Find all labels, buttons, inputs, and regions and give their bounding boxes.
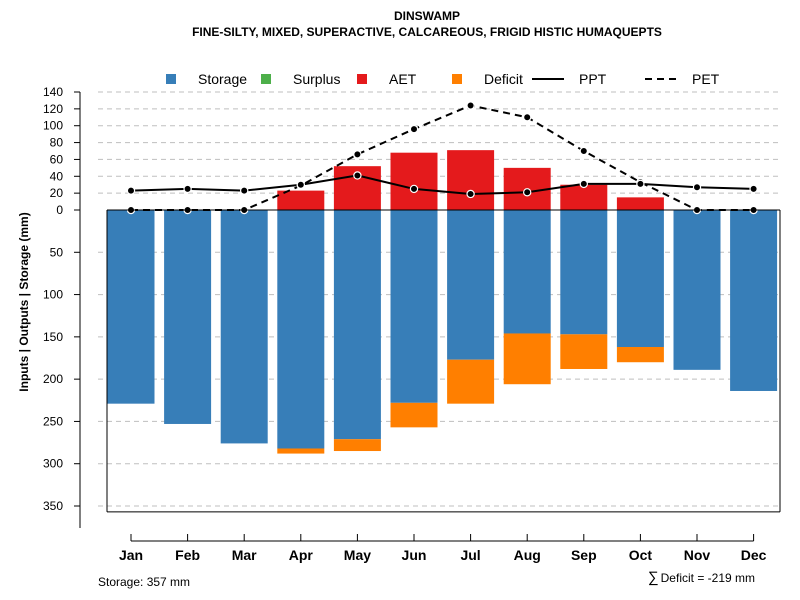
ppt-point: [579, 179, 589, 189]
legend-swatch-aet: [357, 74, 367, 84]
legend-label-aet: AET: [389, 71, 417, 87]
storage-footer: Storage: 357 mm: [98, 575, 190, 589]
legend: Storage Surplus AET Deficit PPT PET: [166, 71, 720, 87]
y-axis-label: Inputs | Outputs | Storage (mm): [17, 212, 31, 391]
ppt-point: [466, 189, 475, 199]
y-tick-label: 150: [43, 330, 63, 344]
legend-label-deficit: Deficit: [484, 71, 523, 87]
deficit-footer-text: Deficit = -219 mm: [661, 571, 755, 585]
ppt-point: [409, 184, 419, 194]
aet-bar: [390, 152, 438, 210]
deficit-bar: [616, 347, 664, 363]
pet-point: [466, 101, 475, 110]
aet-bar: [560, 184, 608, 210]
deficit-footer: ∑ Deficit = -219 mm: [648, 569, 755, 586]
x-tick-label: Mar: [232, 547, 257, 563]
legend-label-pet: PET: [692, 71, 720, 87]
y-tick-label: 0: [56, 203, 63, 217]
x-tick-label: Oct: [629, 547, 653, 563]
x-tick-label: Jul: [460, 547, 480, 563]
x-tick-label: Apr: [289, 547, 314, 563]
y-tick-label: 140: [43, 85, 63, 99]
legend-swatch-surplus: [261, 74, 271, 84]
ppt-point: [183, 184, 192, 194]
y-tick-label: 20: [50, 186, 64, 200]
y-tick-label: 100: [43, 288, 63, 302]
chart-subtitle: FINE-SILTY, MIXED, SUPERACTIVE, CALCAREO…: [192, 25, 662, 39]
deficit-bar: [390, 402, 438, 428]
lines: [126, 101, 758, 215]
aet-bar: [277, 190, 325, 210]
ppt-point: [239, 186, 249, 195]
x-tick-label: Sep: [571, 547, 597, 563]
x-tick-label: Aug: [514, 547, 541, 563]
pet-line: [131, 104, 754, 211]
x-tick-label: Jun: [402, 547, 427, 563]
y-tick-label: 40: [50, 169, 64, 183]
legend-swatch-deficit: [452, 74, 462, 84]
storage-bar: [673, 210, 721, 370]
storage-bar: [107, 210, 155, 404]
deficit-bar: [277, 448, 325, 454]
y-tick-label: 50: [50, 245, 64, 259]
x-tick-label: Nov: [684, 547, 711, 563]
legend-label-ppt: PPT: [579, 71, 607, 87]
x-tick-label: May: [344, 547, 371, 563]
storage-bar: [730, 210, 778, 391]
y-tick-label: 120: [43, 102, 63, 116]
legend-swatch-storage: [166, 74, 176, 84]
ppt-point: [692, 183, 702, 192]
legend-label-storage: Storage: [198, 71, 247, 87]
y-tick-label: 300: [43, 457, 63, 471]
chart-title: DINSWAMP: [394, 9, 460, 23]
ppt-point: [749, 184, 758, 194]
ppt-line: [130, 174, 754, 195]
y-tick-label: 200: [43, 372, 63, 386]
ppt-point: [126, 186, 136, 195]
storage-bar: [220, 210, 268, 444]
aet-bar: [616, 197, 664, 210]
y-tick-label: 60: [50, 152, 64, 166]
legend-label-surplus: Surplus: [293, 71, 340, 87]
y-tick-label: 100: [43, 119, 63, 133]
pet-point: [409, 124, 419, 134]
storage-bar: [616, 210, 664, 348]
bars: [107, 150, 778, 454]
y-tick-label: 80: [50, 136, 64, 150]
ppt-point: [353, 171, 362, 180]
deficit-bar: [503, 333, 551, 385]
axes: 14012010080604020050100150200250300350Ja…: [43, 85, 781, 563]
ppt-point: [636, 179, 645, 189]
storage-bar: [447, 210, 495, 360]
pet-point: [579, 146, 589, 156]
pet-point: [353, 150, 362, 159]
pet-point: [523, 113, 532, 122]
deficit-bar: [333, 439, 381, 452]
ppt-point: [296, 180, 305, 189]
ppt-point: [523, 188, 532, 197]
deficit-bar: [447, 359, 495, 404]
x-tick-label: Feb: [175, 547, 200, 563]
storage-bar: [503, 210, 551, 334]
aet-bar: [447, 150, 495, 210]
deficit-bar: [560, 334, 608, 369]
sum-symbol: ∑: [648, 569, 659, 586]
storage-bar: [390, 210, 438, 403]
x-tick-label: Dec: [741, 547, 767, 563]
x-tick-label: Jan: [119, 547, 143, 563]
storage-bar: [277, 210, 325, 449]
storage-bar: [560, 210, 608, 335]
storage-bar: [333, 210, 381, 440]
y-tick-label: 250: [43, 414, 63, 428]
gridlines: [98, 91, 780, 507]
storage-bar: [164, 210, 212, 424]
y-tick-label: 350: [43, 499, 63, 513]
